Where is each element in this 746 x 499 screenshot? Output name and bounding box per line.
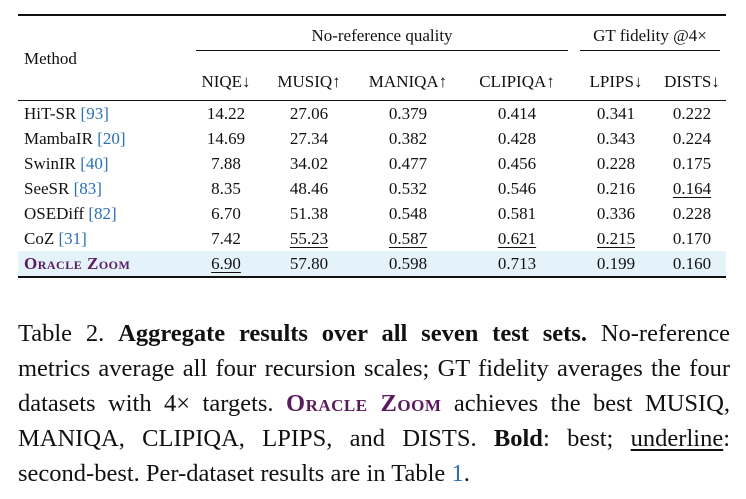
value-cell: 14.22: [190, 100, 262, 126]
method-name-ours: Oracle Zoom: [24, 254, 131, 273]
caption-bold-label: Bold: [493, 425, 543, 452]
citation-link[interactable]: [83]: [73, 179, 102, 198]
table-row: OSEDiff [82] 6.70 51.38 0.548 0.581 0.33…: [18, 201, 726, 226]
value-cell: 27.06: [262, 100, 356, 126]
method-name: SeeSR: [24, 179, 70, 198]
col-niqe: NIQE↓: [201, 71, 251, 91]
header-column-row: NIQE↓ MUSIQ↑ MANIQA↑ CLIPIQA↑ LPIPS↓ DIS…: [18, 62, 726, 101]
caption-table-ref-link[interactable]: 1: [451, 460, 464, 487]
value-cell-second-best: 0.215: [596, 229, 636, 248]
citation-link[interactable]: [40]: [80, 154, 109, 173]
citation-link[interactable]: [93]: [80, 104, 109, 123]
col-musiq: MUSIQ↑: [277, 71, 341, 91]
col-clipiqa: CLIPIQA↑: [479, 71, 555, 91]
value-cell: 34.02: [289, 154, 329, 173]
value-cell-best: 0.598: [356, 251, 460, 278]
method-cell: OSEDiff [82]: [18, 201, 190, 226]
value-cell: 8.35: [211, 179, 241, 198]
value-cell-second-best: 55.23: [289, 229, 329, 248]
table-row: HiT-SR [93] 14.22 27.06 0.379 0.414 0.34…: [18, 100, 726, 126]
value-cell: 0.170: [672, 229, 712, 248]
table-row: MambaIR [20] 14.69 27.34 0.382 0.428 0.3…: [18, 126, 726, 151]
method-name: SwinIR: [24, 154, 76, 173]
header-group-row: Method No-reference quality GT fidelity …: [18, 14, 726, 101]
value-cell: 7.42: [211, 229, 241, 248]
value-cell: 0.216: [596, 179, 636, 198]
value-cell: 0.546: [497, 179, 537, 198]
caption-lead: Table 2.: [18, 320, 105, 347]
value-cell: 0.477: [388, 154, 428, 173]
col-maniqa: MANIQA↑: [368, 71, 448, 91]
results-table-container: Method No-reference quality GT fidelity …: [18, 14, 728, 278]
method-name: HiT-SR: [24, 104, 77, 123]
col-dists: DISTS↓: [664, 71, 720, 91]
gt-group-rule: [580, 50, 720, 51]
caption-underline-desc: : second-best. Per-dataset results are i…: [18, 425, 731, 487]
value-cell: 14.69: [206, 129, 246, 148]
value-cell: 48.46: [289, 179, 329, 198]
value-cell: 0.532: [388, 179, 428, 198]
method-cell: SwinIR [40]: [18, 151, 190, 176]
method-cell: HiT-SR [93]: [18, 100, 190, 126]
value-cell-second-best: 0.587: [388, 229, 428, 248]
caption-method-name: Oracle Zoom: [286, 390, 442, 417]
table-row: SeeSR [83] 8.35 48.46 0.532 0.546 0.216 …: [18, 176, 726, 201]
table-row: CoZ [31] 7.42 55.23 0.587 0.621 0.215 0.…: [18, 226, 726, 251]
results-table: Method No-reference quality GT fidelity …: [18, 14, 726, 278]
value-cell: 7.88: [211, 154, 241, 173]
value-cell: 0.581: [497, 204, 537, 223]
noref-group-header: No-reference quality: [190, 14, 574, 62]
method-name: MambaIR: [24, 129, 93, 148]
value-cell: 0.224: [672, 129, 712, 148]
caption-bold-title: Aggregate results over all seven test se…: [118, 320, 587, 347]
caption-part1: No-reference metrics average all four re…: [18, 320, 731, 417]
value-cell: 0.228: [596, 154, 636, 173]
noref-group-label: No-reference quality: [311, 26, 453, 45]
method-cell: SeeSR [83]: [18, 176, 190, 201]
value-cell: 0.343: [596, 129, 636, 148]
citation-link[interactable]: [20]: [97, 129, 126, 148]
caption-underline-label: underline: [630, 425, 724, 452]
value-cell: 0.456: [497, 154, 537, 173]
value-cell: 0.379: [356, 100, 460, 126]
value-cell: 0.228: [672, 204, 712, 223]
gt-group-header: GT fidelity @4×: [574, 14, 726, 62]
method-cell: Oracle Zoom: [18, 251, 190, 278]
value-cell-best: 0.199: [574, 251, 658, 278]
col-lpips: LPIPS↓: [589, 71, 643, 91]
caption-bold-desc: : best;: [542, 425, 614, 452]
caption-end: .: [463, 460, 470, 487]
value-cell: 0.222: [658, 100, 726, 126]
value-cell: 51.38: [289, 204, 329, 223]
value-cell-best: 0.713: [460, 251, 574, 278]
method-name: CoZ: [24, 229, 55, 248]
table-row-highlighted: Oracle Zoom 6.90 57.80 0.598 0.713 0.199…: [18, 251, 726, 278]
noref-group-rule: [196, 50, 568, 51]
citation-link[interactable]: [82]: [88, 204, 117, 223]
value-cell: 27.34: [289, 129, 329, 148]
method-cell: CoZ [31]: [18, 226, 190, 251]
value-cell: 0.341: [574, 100, 658, 126]
value-cell: 0.548: [388, 204, 428, 223]
value-cell: 0.336: [596, 204, 636, 223]
value-cell-second-best: 0.164: [672, 179, 712, 198]
value-cell-best: 6.70: [211, 204, 241, 223]
method-cell: MambaIR [20]: [18, 126, 190, 151]
value-cell-second-best: 6.90: [190, 251, 262, 278]
value-cell: 0.175: [672, 154, 712, 173]
value-cell: 0.428: [497, 129, 537, 148]
value-cell-second-best: 0.621: [497, 229, 537, 248]
value-cell: 0.414: [460, 100, 574, 126]
method-header: Method: [18, 14, 190, 101]
table-caption: Table 2. Aggregate results over all seve…: [18, 316, 730, 491]
value-cell: 0.382: [388, 129, 428, 148]
gt-group-label: GT fidelity @4×: [593, 26, 707, 45]
value-cell-best: 57.80: [262, 251, 356, 278]
table-row: SwinIR [40] 7.88 34.02 0.477 0.456 0.228…: [18, 151, 726, 176]
citation-link[interactable]: [31]: [58, 229, 87, 248]
method-name: OSEDiff: [24, 204, 85, 223]
value-cell-best: 0.160: [658, 251, 726, 278]
caption-part2: achieves the best MUSIQ, MANIQA, CLIPIQA…: [18, 390, 731, 452]
